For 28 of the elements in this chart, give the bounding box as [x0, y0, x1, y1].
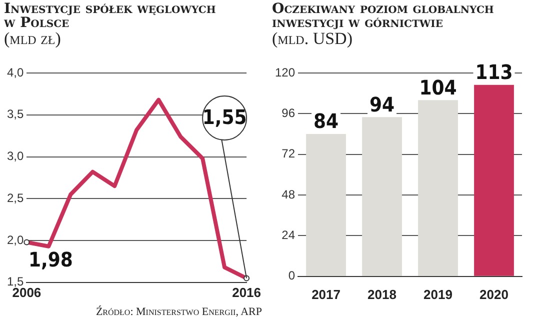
chart-subtitle: (mld zł): [4, 29, 62, 48]
x-tick-label: 2019: [424, 286, 452, 302]
data-label: 1,55: [202, 105, 247, 130]
data-label: 104: [419, 75, 457, 100]
x-tick-label: 2020: [480, 286, 508, 302]
chart-title: Inwestycje spółek węglowych w Polsce: [4, 1, 217, 31]
y-tick-label: 2,5: [6, 190, 24, 205]
chart-subtitle: (mld. USD): [272, 29, 354, 48]
y-tick-label: 2,0: [6, 232, 24, 247]
x-tick-label: 2018: [368, 286, 396, 302]
y-tick-label: 4,0: [6, 65, 24, 80]
x-tick-label: 2016: [232, 284, 261, 300]
y-tick-label: 3,0: [6, 149, 24, 164]
data-label: 94: [369, 92, 395, 116]
y-tick-label: 72: [282, 146, 296, 161]
y-tick-label: 0: [288, 268, 296, 283]
data-label: 84: [313, 109, 339, 134]
data-label: 1,98: [28, 247, 73, 272]
data-label: 113: [475, 60, 513, 84]
chart-title: Oczekiwany poziom globalnych inwestycji w górnictwie: [272, 1, 495, 31]
text: Źródło: Ministerstwo Energii, ARP: [96, 306, 262, 318]
y-tick-label: 1,5: [6, 274, 24, 289]
y-tick-label: 120: [274, 65, 296, 80]
y-tick-label: 3,5: [6, 107, 24, 122]
y-tick-label: 96: [282, 106, 296, 120]
y-tick-label: 48: [282, 187, 296, 202]
x-tick-label: 2017: [312, 286, 340, 302]
y-tick-label: 24: [282, 228, 296, 242]
